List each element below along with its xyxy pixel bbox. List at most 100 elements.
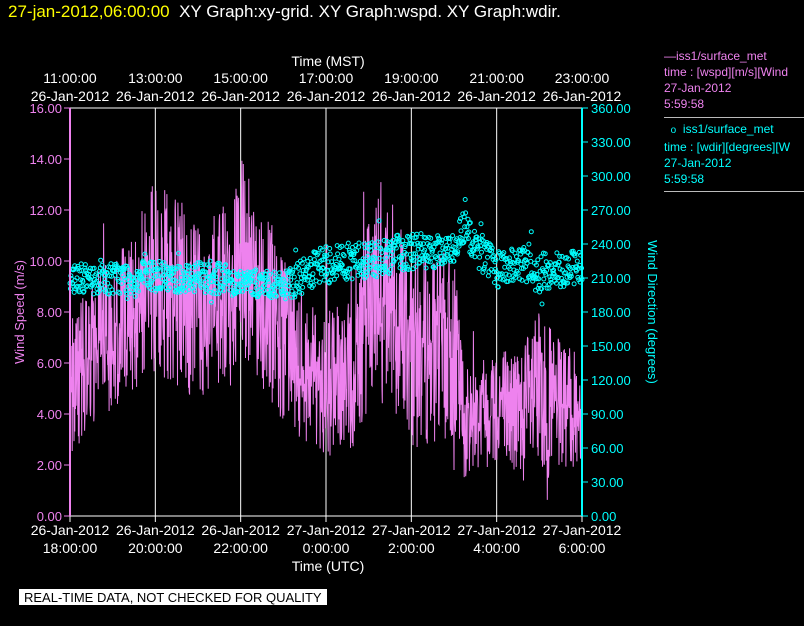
wind-direction-point — [216, 261, 222, 266]
wind-direction-point — [323, 272, 328, 278]
right-tick-label: 30.00 — [591, 475, 624, 490]
wind-direction-point — [124, 296, 130, 301]
wind-direction-point — [415, 246, 421, 252]
wind-direction-point — [203, 269, 209, 275]
wind-direction-point — [255, 294, 261, 300]
wind-direction-point — [135, 288, 141, 294]
wind-direction-point — [356, 240, 362, 246]
legend-wind-direction-date: 27-Jan-2012 — [664, 156, 732, 170]
wind-direction-point — [524, 260, 530, 266]
wind-direction-point — [572, 251, 578, 257]
wind-direction-point — [290, 267, 296, 273]
wind-direction-point — [533, 262, 539, 268]
wind-direction-point — [98, 257, 104, 263]
wind-direction-point — [411, 257, 417, 263]
wind-direction-point — [374, 274, 380, 280]
wind-direction-point — [526, 241, 532, 247]
wind-direction-point — [482, 261, 488, 267]
legend-wind-speed-desc: time : [wspd][m/s][Wind — [664, 65, 789, 79]
wind-direction-point — [401, 262, 407, 268]
wind-direction-point — [113, 261, 119, 267]
wind-direction-point — [491, 253, 497, 259]
wind-direction-point — [478, 243, 483, 249]
wind-direction-point — [472, 228, 477, 234]
wind-direction-point — [307, 255, 313, 261]
wind-direction-point — [359, 266, 365, 272]
wind-direction-point — [411, 241, 417, 247]
wind-direction-point — [239, 285, 245, 291]
wind-direction-point — [198, 262, 204, 268]
wind-direction-point — [199, 284, 205, 290]
bottom-tick-time: 20:00:00 — [128, 540, 183, 556]
wind-direction-point — [182, 275, 188, 281]
wind-direction-point — [150, 276, 156, 282]
wind-direction-point — [382, 263, 388, 269]
wind-direction-point — [566, 256, 571, 262]
wind-direction-point — [191, 289, 197, 295]
wind-direction-point — [201, 262, 207, 268]
wind-direction-point — [253, 267, 259, 273]
legend-divider — [664, 191, 804, 192]
right-tick-label: 120.00 — [591, 373, 631, 388]
wind-direction-point — [184, 271, 190, 277]
wind-direction-point — [384, 254, 389, 260]
wind-direction-point — [463, 210, 469, 216]
wind-direction-point — [420, 241, 426, 247]
wind-direction-point — [105, 280, 111, 286]
left-tick-label: 8.00 — [37, 305, 62, 320]
wind-direction-point — [164, 265, 170, 271]
wind-direction-point — [347, 266, 353, 272]
left-tick-label: 12.00 — [29, 203, 62, 218]
left-tick-label: 2.00 — [37, 458, 62, 473]
wind-direction-point — [306, 273, 312, 279]
wind-direction-point — [539, 286, 544, 292]
top-tick-date: 26-Jan-2012 — [372, 88, 451, 104]
wind-direction-point — [512, 274, 518, 280]
wind-direction-point — [415, 240, 421, 246]
wind-direction-point — [339, 243, 345, 249]
wind-direction-point — [277, 270, 282, 276]
wind-direction-point — [311, 257, 317, 263]
wind-direction-point — [419, 253, 425, 259]
wind-direction-point — [492, 280, 497, 285]
top-tick-time: 11:00:00 — [43, 70, 97, 86]
wind-direction-point — [142, 260, 147, 266]
wind-direction-point — [345, 240, 351, 246]
wind-direction-point — [400, 238, 406, 244]
wind-direction-point — [218, 287, 224, 293]
wind-direction-point — [336, 256, 342, 262]
wind-direction-point — [220, 283, 226, 289]
bottom-tick-date: 27-Jan-2012 — [372, 522, 451, 538]
wind-direction-point — [174, 279, 180, 285]
wind-direction-point — [288, 277, 294, 283]
bottom-tick-date: 26-Jan-2012 — [116, 522, 195, 538]
wind-direction-point — [542, 251, 548, 257]
wind-direction-point — [346, 247, 352, 253]
wind-direction-point — [479, 232, 485, 238]
wind-direction-point — [341, 253, 347, 259]
bottom-axis-title: Time (UTC) — [292, 558, 365, 574]
wind-direction-point — [117, 290, 123, 296]
wind-direction-point — [100, 286, 106, 292]
wind-direction-point — [455, 249, 461, 255]
wind-direction-point — [536, 276, 542, 282]
wind-direction-point — [296, 265, 301, 271]
wind-direction-point — [553, 274, 559, 280]
top-tick-date: 26-Jan-2012 — [287, 88, 366, 104]
legend-wind-direction-desc: time : [wdir][degrees][W — [664, 140, 791, 154]
wind-direction-point — [350, 257, 356, 263]
wind-direction-point — [355, 261, 361, 267]
wind-direction-point — [518, 261, 524, 267]
wind-direction-point — [262, 282, 268, 288]
wind-direction-point — [213, 291, 219, 297]
wind-direction-point — [461, 239, 467, 245]
wind-direction-point — [413, 264, 419, 270]
bottom-tick-time: 0:00:00 — [303, 540, 350, 556]
wind-direction-point — [202, 279, 208, 285]
wind-direction-point — [493, 257, 499, 263]
top-tick-date: 26-Jan-2012 — [457, 88, 536, 104]
wind-direction-point — [325, 267, 331, 273]
wind-direction-point — [349, 276, 355, 282]
wind-direction-point — [550, 270, 556, 276]
wind-direction-point — [93, 271, 99, 277]
